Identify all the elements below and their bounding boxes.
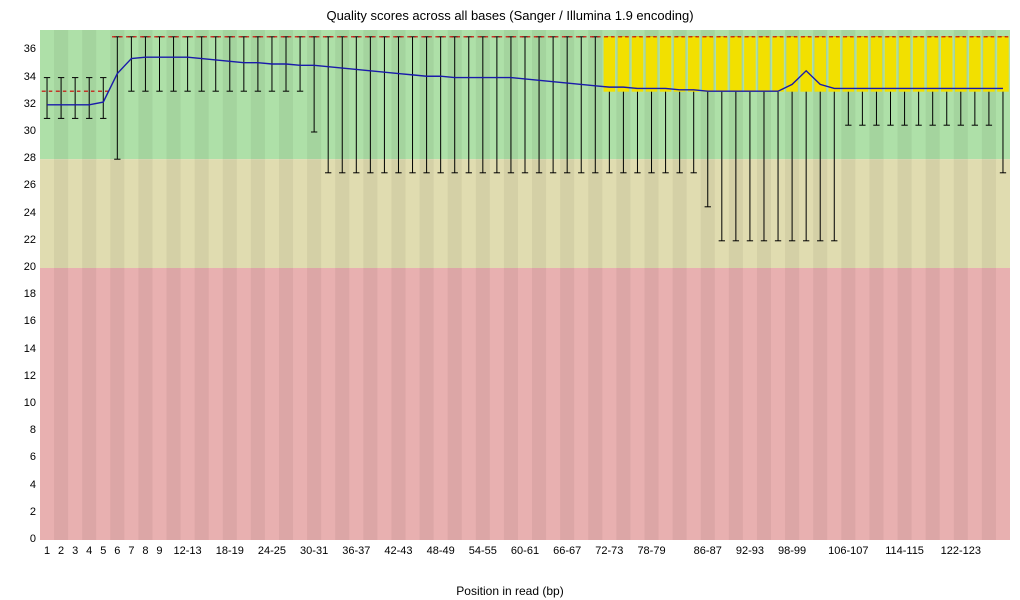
y-tick-label: 36 [4, 43, 36, 55]
y-tick-label: 2 [4, 506, 36, 518]
svg-text:18-19: 18-19 [216, 545, 244, 557]
svg-text:98-99: 98-99 [778, 545, 806, 557]
svg-text:54-55: 54-55 [469, 545, 497, 557]
chart-container: Quality scores across all bases (Sanger … [0, 0, 1020, 600]
svg-text:66-67: 66-67 [553, 545, 581, 557]
y-tick-label: 24 [4, 207, 36, 219]
plot-svg: 123456789 12-13 18-19 24-25 30-31 36-37 42-43 4… [40, 30, 1010, 560]
svg-text:106-107: 106-107 [828, 545, 868, 557]
svg-text:114-115: 114-115 [885, 545, 924, 557]
y-tick-label: 14 [4, 343, 36, 355]
x-axis-label: Position in read (bp) [0, 584, 1020, 598]
svg-text:24-25: 24-25 [258, 545, 286, 557]
svg-text:60-61: 60-61 [511, 545, 539, 557]
y-tick-label: 10 [4, 397, 36, 409]
svg-text:78-79: 78-79 [637, 545, 665, 557]
svg-text:30-31: 30-31 [300, 545, 328, 557]
y-tick-label: 12 [4, 370, 36, 382]
svg-text:92-93: 92-93 [736, 545, 764, 557]
svg-text:42-43: 42-43 [384, 545, 412, 557]
y-tick-label: 8 [4, 424, 36, 436]
y-tick-label: 32 [4, 98, 36, 110]
svg-text:3: 3 [72, 545, 78, 557]
y-tick-label: 26 [4, 179, 36, 191]
chart-title: Quality scores across all bases (Sanger … [0, 0, 1020, 23]
plot-area: 123456789 12-13 18-19 24-25 30-31 36-37 42-43 4… [40, 30, 1010, 560]
svg-text:7: 7 [128, 545, 134, 557]
svg-text:86-87: 86-87 [694, 545, 722, 557]
svg-text:4: 4 [86, 545, 92, 557]
y-tick-label: 20 [4, 261, 36, 273]
svg-text:8: 8 [142, 545, 148, 557]
y-tick-label: 34 [4, 71, 36, 83]
y-tick-label: 0 [4, 533, 36, 545]
y-tick-label: 4 [4, 479, 36, 491]
svg-text:48-49: 48-49 [427, 545, 455, 557]
svg-text:36-37: 36-37 [342, 545, 370, 557]
svg-text:12-13: 12-13 [174, 545, 202, 557]
y-tick-label: 28 [4, 152, 36, 164]
svg-text:72-73: 72-73 [595, 545, 623, 557]
svg-text:2: 2 [58, 545, 64, 557]
svg-text:6: 6 [114, 545, 120, 557]
y-tick-label: 18 [4, 288, 36, 300]
svg-text:9: 9 [156, 545, 162, 557]
y-tick-label: 6 [4, 451, 36, 463]
svg-text:5: 5 [100, 545, 106, 557]
y-tick-label: 22 [4, 234, 36, 246]
svg-text:122-123: 122-123 [941, 545, 981, 557]
y-tick-label: 30 [4, 125, 36, 137]
y-tick-label: 16 [4, 315, 36, 327]
svg-text:1: 1 [44, 545, 50, 557]
